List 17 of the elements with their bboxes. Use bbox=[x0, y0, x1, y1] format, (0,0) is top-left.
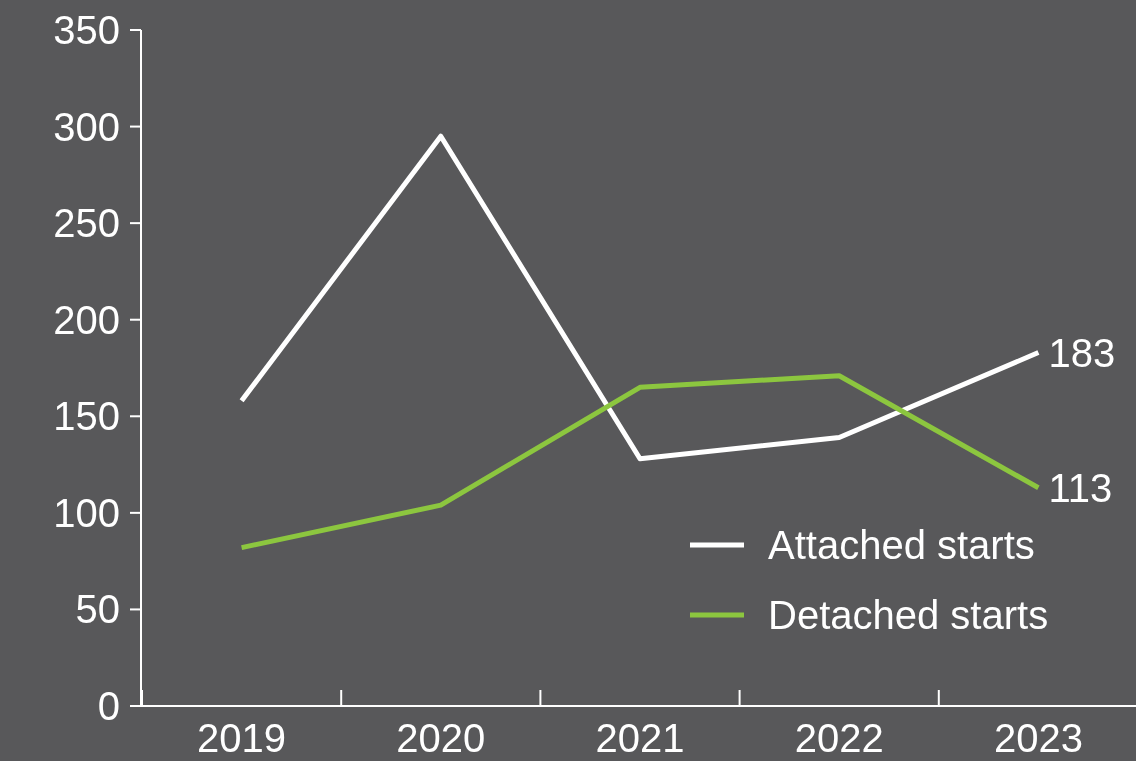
x-tick-label: 2022 bbox=[794, 716, 884, 760]
y-tick-label: 350 bbox=[53, 8, 120, 52]
legend-label: Detached starts bbox=[768, 593, 1049, 637]
x-tick-label: 2021 bbox=[595, 716, 685, 760]
y-tick-label: 250 bbox=[53, 201, 120, 246]
y-tick-label: 200 bbox=[53, 297, 120, 342]
legend-label: Attached starts bbox=[768, 523, 1035, 567]
x-tick-label: 2023 bbox=[993, 716, 1083, 760]
y-tick-label: 150 bbox=[53, 394, 120, 439]
data-label: 183 bbox=[1048, 330, 1116, 375]
y-tick-label: 50 bbox=[75, 587, 120, 632]
y-tick-label: 0 bbox=[97, 684, 120, 728]
y-tick-label: 100 bbox=[53, 490, 120, 535]
data-label: 113 bbox=[1048, 465, 1113, 510]
y-tick-label: 300 bbox=[53, 104, 120, 149]
x-tick-label: 2020 bbox=[396, 716, 486, 760]
x-tick-label: 2019 bbox=[197, 716, 287, 760]
